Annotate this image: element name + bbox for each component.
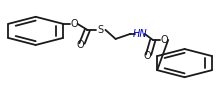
Text: O: O	[76, 40, 84, 50]
Text: O: O	[160, 35, 168, 45]
Text: O: O	[70, 19, 78, 29]
Text: S: S	[98, 25, 104, 35]
Text: O: O	[143, 51, 151, 61]
Text: HN: HN	[132, 29, 147, 39]
